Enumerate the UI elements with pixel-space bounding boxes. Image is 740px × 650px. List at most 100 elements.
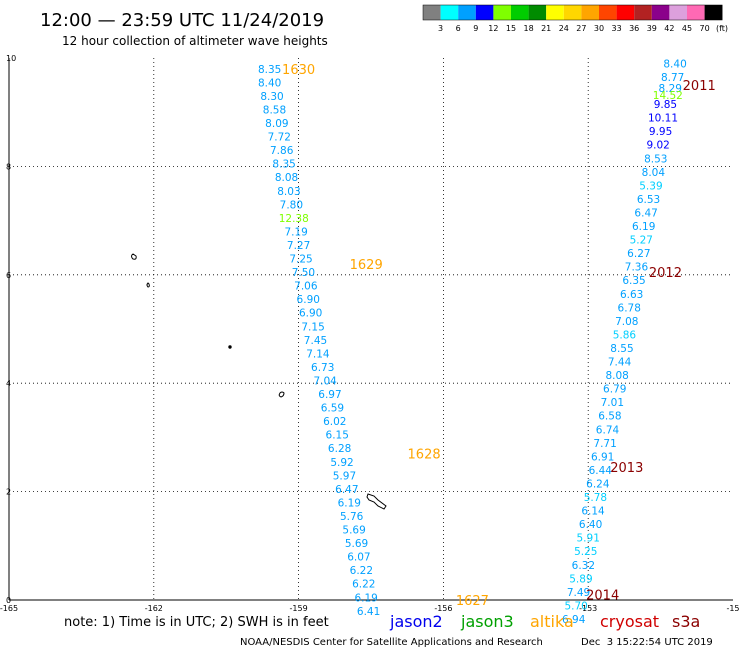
wave-height-value: 8.03: [277, 186, 300, 198]
chart-subtitle: 12 hour collection of altimeter wave hei…: [62, 34, 328, 48]
footer-timestamp: Dec 3 15:22:54 UTC 2019: [581, 637, 713, 648]
wave-height-value: 6.58: [598, 411, 621, 423]
y-tick-label: 4: [6, 379, 11, 388]
wave-height-value: 5.97: [333, 470, 356, 482]
wave-height-value: 7.49: [567, 587, 590, 599]
colorbar-swatch: [528, 5, 547, 20]
y-tick-label: 6: [6, 271, 11, 280]
colorbar-label: 9: [473, 24, 478, 33]
footer-credit: NOAA/NESDIS Center for Satellite Applica…: [240, 637, 543, 648]
wave-height-value: 14.52: [653, 90, 683, 102]
time-label: 2013: [610, 461, 643, 476]
wave-height-value: 8.55: [610, 343, 633, 355]
legend-entry-s3a: s3a: [672, 612, 700, 631]
y-tick-label: 2: [6, 488, 11, 497]
y-tick-label: 0: [6, 596, 11, 605]
legend-entry-jason2: jason2: [389, 612, 443, 631]
wave-height-value: 7.04: [313, 375, 337, 387]
wave-height-value: 7.27: [287, 240, 310, 252]
x-tick-label: -159: [290, 604, 308, 613]
wave-height-value: 6.35: [622, 275, 645, 287]
colorbar-label: 39: [647, 24, 657, 33]
wave-height-value: 8.77: [661, 72, 684, 84]
colorbar-unit: (ft): [716, 24, 728, 33]
colorbar-label: 18: [524, 24, 534, 33]
wave-height-value: 6.27: [627, 248, 650, 260]
colorbar: 3 6 9 12 15 18 21 24 27 30 33 36 39 42 45 70: [422, 4, 723, 33]
colorbar-label: 24: [559, 24, 569, 33]
time-label: 2014: [586, 589, 619, 604]
wave-height-value: 7.86: [270, 145, 294, 157]
colorbar-label: 21: [541, 24, 551, 33]
wave-height-value: 6.63: [620, 289, 643, 301]
colorbar-swatch: [616, 5, 635, 20]
wave-height-value: 5.70: [564, 600, 587, 612]
wave-height-value: 6.78: [618, 302, 641, 314]
wave-height-value: 7.06: [294, 281, 318, 293]
coastline-fragment: [146, 282, 150, 288]
series-altika: 8.358.408.308.588.097.727.868.358.088.03…: [258, 64, 380, 618]
wave-height-value: 6.19: [354, 592, 377, 604]
legend-entry-altika: altika: [530, 612, 574, 631]
wave-height-value: 6.90: [299, 308, 322, 320]
colorbar-swatch: [423, 5, 441, 20]
wave-height-value: 9.02: [646, 140, 669, 152]
wave-height-value: 6.02: [323, 416, 346, 428]
coastline-shapes: [131, 253, 387, 510]
colorbar-label: 70: [700, 24, 710, 33]
wave-height-value: 7.50: [292, 267, 315, 279]
coastline-fragment: [131, 253, 137, 260]
time-label: 1630: [282, 63, 315, 78]
wave-height-value: 6.40: [579, 519, 602, 531]
wave-height-value: 5.25: [574, 546, 597, 558]
colorbar-label: 3: [438, 24, 443, 33]
wave-height-value: 8.04: [642, 167, 666, 179]
wave-height-value: 5.92: [330, 457, 353, 469]
wave-height-value: 6.07: [347, 552, 370, 564]
wave-height-value: 5.89: [569, 573, 592, 585]
colorbar-label: 42: [664, 24, 674, 33]
wave-height-value: 6.47: [335, 484, 358, 496]
wave-height-value: 7.80: [280, 199, 303, 211]
plot-axes: -165 -162 -159 -156 -153 -15 0 2 4 6 8 10: [0, 54, 740, 613]
time-label: 1628: [408, 448, 441, 463]
wave-height-value: 5.86: [613, 329, 637, 341]
colorbar-swatch: [546, 5, 564, 20]
satellite-legend: jason2 jason3 altika cryosat s3a: [389, 612, 700, 631]
coastline-fragment: [278, 391, 285, 398]
wave-height-value: 6.90: [297, 294, 320, 306]
wave-height-value: 7.08: [615, 316, 638, 328]
wave-height-value: 7.25: [289, 254, 312, 266]
coastline-fragment: [228, 345, 232, 349]
colorbar-frame: [422, 4, 723, 21]
wave-height-value: 6.73: [311, 362, 334, 374]
colorbar-label: 36: [629, 24, 639, 33]
wave-height-value: 5.69: [342, 525, 365, 537]
wave-height-value: 7.19: [284, 226, 307, 238]
x-tick-label: -156: [434, 604, 452, 613]
time-label: 2012: [649, 266, 682, 281]
wave-height-value: 7.14: [306, 348, 330, 360]
colorbar-label: 15: [506, 24, 516, 33]
wave-height-value: 8.08: [605, 370, 628, 382]
wave-height-value: 10.11: [648, 113, 678, 125]
wave-height-value: 7.72: [268, 132, 291, 144]
time-label: 2011: [683, 79, 716, 94]
wave-height-value: 8.29: [659, 83, 682, 95]
x-tick-label: -15: [726, 604, 739, 613]
wave-height-value: 8.09: [265, 118, 288, 130]
wave-height-value: 7.45: [304, 335, 327, 347]
wave-height-value: 8.40: [663, 58, 686, 70]
wave-height-value: 8.08: [275, 172, 298, 184]
colorbar-label: 6: [456, 24, 461, 33]
colorbar-swatch: [687, 5, 705, 20]
wave-height-value: 6.47: [634, 207, 657, 219]
colorbar-label: 45: [682, 24, 692, 33]
x-tick-label: -153: [579, 604, 597, 613]
wave-height-value: 6.91: [591, 451, 614, 463]
wave-height-value: 5.78: [584, 492, 607, 504]
wave-height-marks: 8.358.408.308.588.097.727.868.358.088.03…: [258, 58, 687, 626]
colorbar-swatch: [669, 5, 687, 20]
